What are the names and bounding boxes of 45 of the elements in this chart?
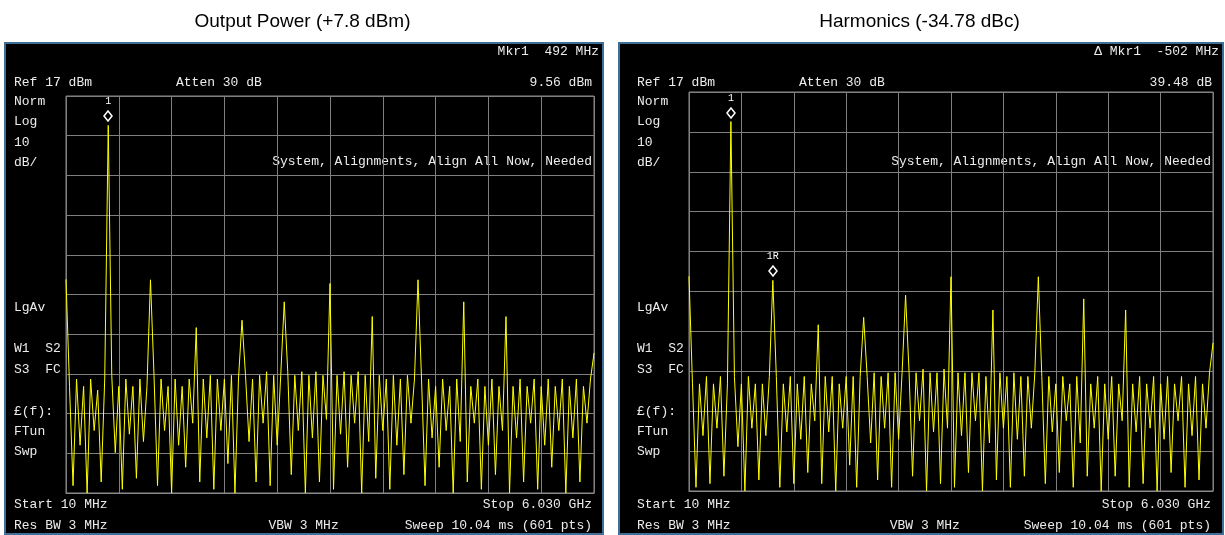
text: Start 10 MHz xyxy=(637,496,731,512)
text: 10 xyxy=(14,134,30,150)
text: dB/ xyxy=(637,154,661,170)
text: Ref 17 dBm xyxy=(14,74,93,90)
text: Stop 6.030 GHz xyxy=(482,496,592,512)
text: Ref 17 dBm xyxy=(637,74,716,90)
text: S3 FC xyxy=(637,361,685,377)
text: £(f): xyxy=(14,403,54,419)
text: Atten 30 dB xyxy=(799,74,886,90)
text: 9.56 dBm xyxy=(529,74,593,90)
text: VBW 3 MHz xyxy=(268,517,339,533)
annotation: System, Alignments, Align All Now, Needed xyxy=(272,153,592,169)
annotation: 1 xyxy=(104,96,113,109)
text: W1 S2 xyxy=(14,340,61,356)
text: FTun xyxy=(637,423,669,439)
text: Stop 6.030 GHz xyxy=(1101,496,1211,512)
text: Δ Mkr1 -502 MHz xyxy=(1094,43,1219,59)
text: VBW 3 MHz xyxy=(889,517,960,533)
text: S3 FC xyxy=(14,361,62,377)
text: Sweep 10.04 ms (601 pts) xyxy=(1023,517,1211,533)
text: W1 S2 xyxy=(637,340,684,356)
text: Sweep 10.04 ms (601 pts) xyxy=(404,517,592,533)
text: Mkr1 492 MHz xyxy=(497,43,599,59)
text: Norm xyxy=(14,93,46,109)
annotation: 1 xyxy=(726,92,735,105)
text: FTun xyxy=(14,423,46,439)
text: Res BW 3 MHz xyxy=(637,517,731,533)
text: Log xyxy=(637,113,661,129)
text: dB/ xyxy=(14,154,38,170)
text: 39.48 dB xyxy=(1149,74,1213,90)
text: Swp xyxy=(637,443,661,459)
text: Start 10 MHz xyxy=(14,496,108,512)
text: LgAv xyxy=(14,299,46,315)
text: 10 xyxy=(637,134,653,150)
text: Log xyxy=(14,113,38,129)
text: Swp xyxy=(14,443,38,459)
annotation: 1R xyxy=(765,251,780,264)
annotation: System, Alignments, Align All Now, Needed xyxy=(891,153,1211,169)
text: Norm xyxy=(637,93,669,109)
chart-title: Harmonics (-34.78 dBc) xyxy=(819,10,1020,31)
text: LgAv xyxy=(637,299,669,315)
text: Atten 30 dB xyxy=(176,74,263,90)
chart-title: Output Power (+7.8 dBm) xyxy=(194,10,411,31)
text: Res BW 3 MHz xyxy=(14,517,108,533)
text: £(f): xyxy=(637,403,677,419)
